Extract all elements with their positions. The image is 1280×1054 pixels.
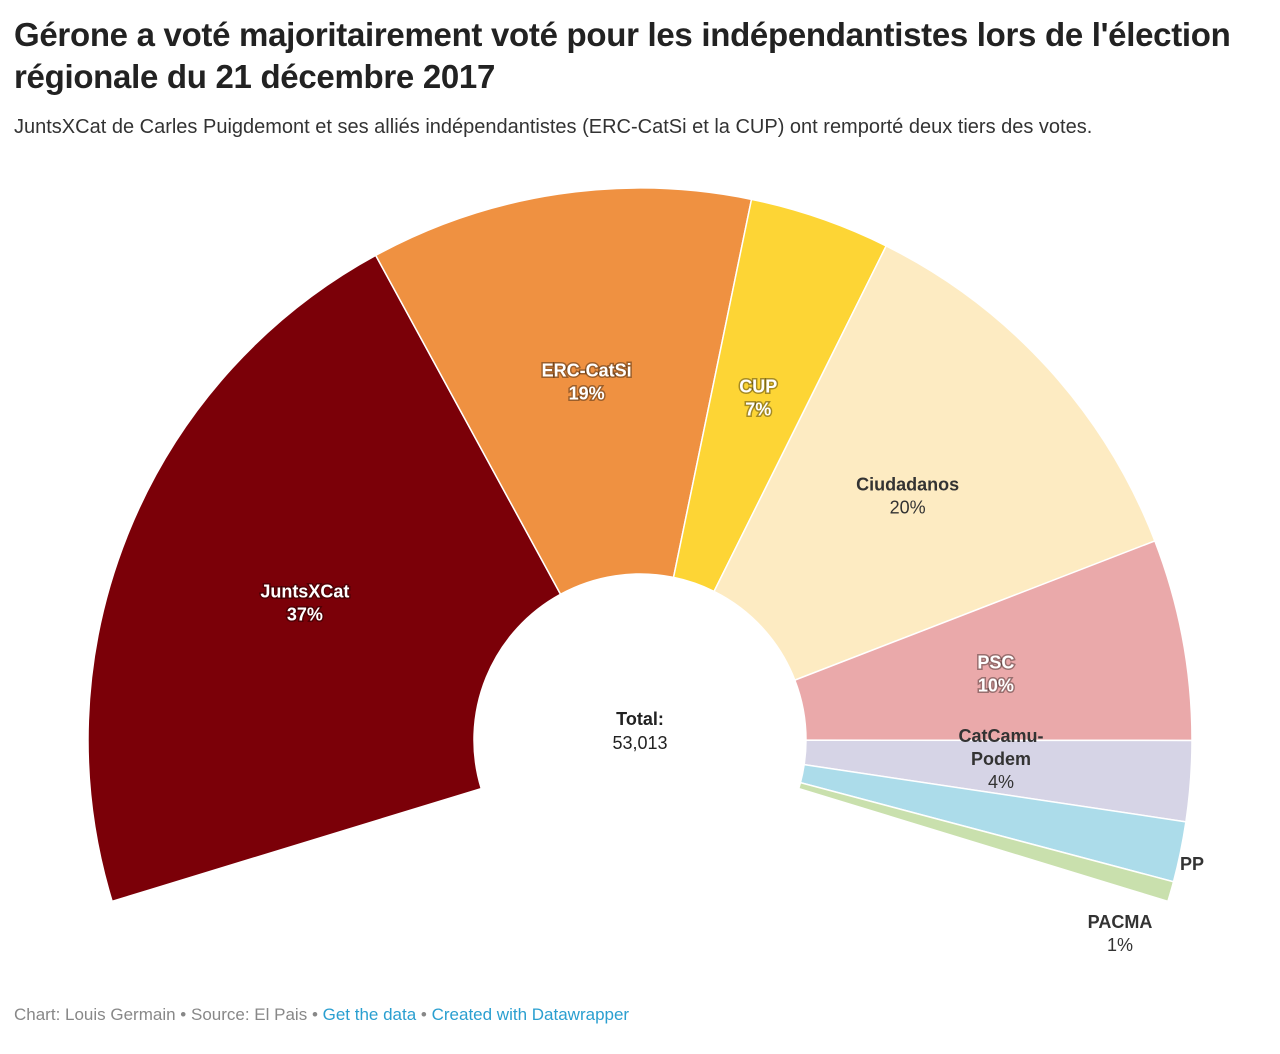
footer-separator: • [307,1005,323,1024]
slice-label-percent: 7% [745,399,771,419]
slice-label-name: PP [1180,854,1204,874]
slice-label-name: ERC-CatSi [542,360,632,380]
slice-label-name: PSC [977,652,1014,672]
chart-title: Gérone a voté majoritairement voté pour … [14,16,1231,95]
footer-separator: • [175,1005,191,1024]
slice-label-percent: 1% [1107,935,1133,955]
slice-juntsxcat[interactable] [87,254,562,903]
footer-credit: Chart: Louis Germain [14,1005,176,1024]
slice-label-percent: 4% [988,772,1014,792]
chart-subtitle: JuntsXCat de Carles Puigdemont et ses al… [14,116,1093,138]
slice-ciudadanos[interactable] [713,244,1156,682]
total-label: Total: [616,709,664,729]
slice-label-percent: 19% [569,383,605,403]
datawrapper-link[interactable]: Created with Datawrapper [431,1005,630,1024]
slice-erc-catsi[interactable] [374,187,753,596]
slice-label-percent: 20% [890,498,926,518]
slice-pacma[interactable] [797,781,1175,903]
slice-label-percent: 37% [287,605,323,625]
slice-label-name: CatCamu- [958,726,1043,746]
slice-psc[interactable] [793,539,1193,742]
slice-label-name: PACMA [1088,912,1153,932]
total-value: 53,013 [612,733,667,753]
footer: Chart: Louis Germain • Source: El Pais •… [14,1005,629,1025]
slice-label-name: Ciudadanos [856,475,959,495]
slice-label-name: JuntsXCat [260,582,349,602]
get-data-link[interactable]: Get the data [322,1005,417,1024]
slice-label-name: CUP [739,376,777,396]
footer-source: Source: El Pais [190,1005,308,1024]
slice-label-percent: 10% [978,675,1014,695]
footer-separator: • [416,1005,432,1024]
slice-label-name: Podem [971,749,1031,769]
